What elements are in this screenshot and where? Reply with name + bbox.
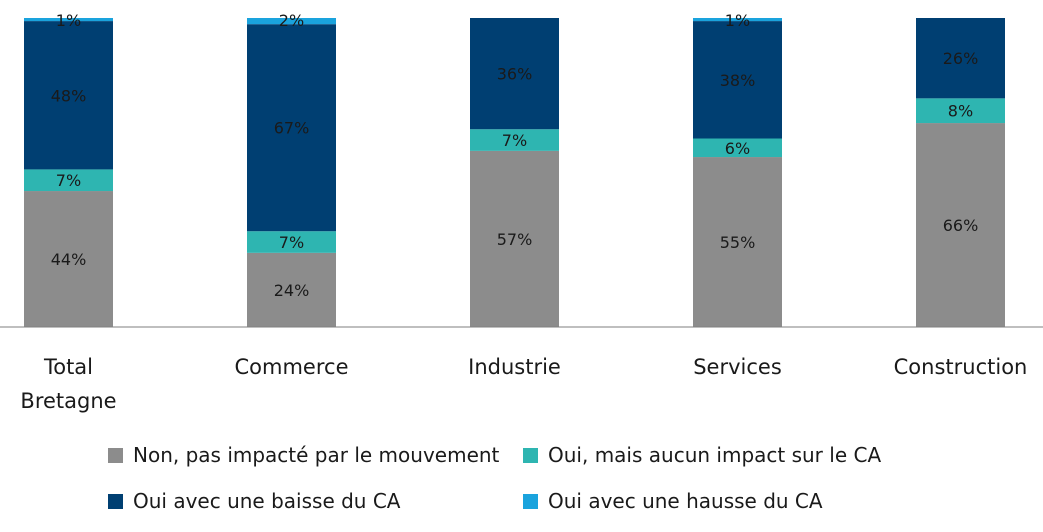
bar-segment-3-3 [693,18,782,22]
bar-segment-2-1 [247,24,336,232]
bar-segment-1-1 [247,231,336,253]
data-label-1-4: 8% [948,102,973,121]
bars-group: 44% 7% 48% 1% 24% 7% 67% 2% 57% 7% 36% 55% 6% 38% 1% 66… [24,11,1005,327]
data-label-1-0: 7% [56,171,81,190]
data-label-0-4: 66% [943,216,979,235]
data-label-2-0: 48% [51,86,87,105]
bar-segment-0-3 [693,157,782,327]
data-label-0-2: 57% [497,230,533,249]
bar-segment-3-1 [247,18,336,25]
data-label-2-4: 26% [943,49,979,68]
bar-segment-2-2 [470,18,559,130]
data-label-3-1: 2% [279,11,304,30]
bar-segment-0-4 [916,123,1005,327]
data-label-0-3: 55% [720,233,756,252]
bar-segment-0-1 [247,252,336,327]
category-label-2-0: Industrie [468,355,561,379]
data-label-0-0: 44% [51,250,87,269]
bar-segment-2-0 [24,21,113,170]
data-label-2-2: 36% [497,65,533,84]
bar-segment-1-0 [24,169,113,192]
data-label-1-3: 6% [725,139,750,158]
bar-segment-1-4 [916,98,1005,124]
data-label-1-1: 7% [279,233,304,252]
category-labels: Total Bretagne Commerce Industrie Services Co… [20,355,1027,413]
data-label-3-3: 1% [725,11,750,30]
data-label-2-3: 38% [720,71,756,90]
category-label-0-0: Total [43,355,93,379]
bar-segment-2-4 [916,18,1005,99]
category-label-4-0: Construction [894,355,1028,379]
bar-segment-1-3 [693,138,782,158]
category-label-3-0: Services [693,355,782,379]
data-label-0-1: 24% [274,281,310,300]
bar-segment-2-3 [693,21,782,139]
bar-segment-3-0 [24,18,113,22]
data-label-2-1: 67% [274,119,310,138]
bar-segment-0-0 [24,191,113,327]
data-label-1-2: 7% [502,131,527,150]
bar-segment-0-2 [470,150,559,327]
bar-segment-1-2 [470,129,559,151]
category-label-0-1: Bretagne [20,389,116,413]
data-label-3-0: 1% [56,11,81,30]
category-label-1-0: Commerce [235,355,349,379]
